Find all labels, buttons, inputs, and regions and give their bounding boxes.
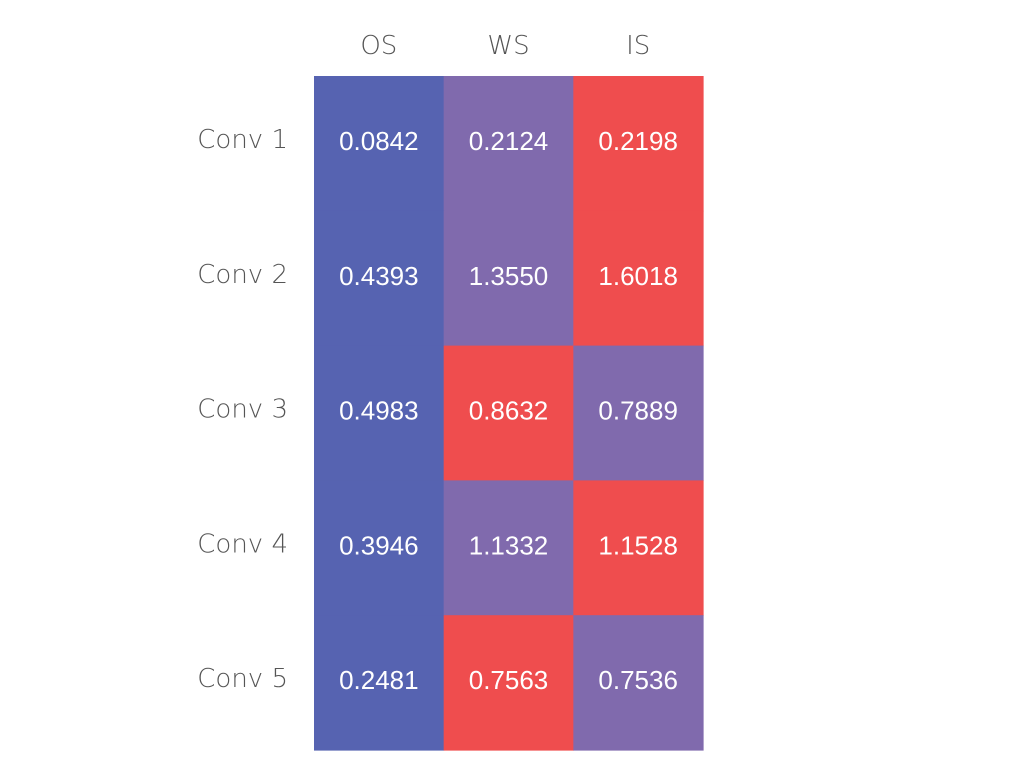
cell-value-label: 1.1332 xyxy=(469,530,549,560)
heatmap-cell xyxy=(314,345,445,481)
cell-value-label: 0.2124 xyxy=(469,126,549,156)
column-label-ws: WS xyxy=(487,31,529,61)
heatmap-cell xyxy=(443,345,574,481)
cell-value-label: 1.1528 xyxy=(598,530,678,560)
heatmap-cell xyxy=(573,345,704,481)
row-labels: Conv 1 Conv 2 Conv 3 Conv 4 Conv 5 xyxy=(197,125,288,694)
heatmap-cells xyxy=(314,76,704,751)
cell-value-label: 0.2481 xyxy=(339,665,419,695)
column-label-is: IS xyxy=(626,31,650,61)
heatmap-cell xyxy=(573,615,704,751)
column-labels: OS WS IS xyxy=(360,31,650,61)
heatmap-cell-labels: 0.0842 0.2124 0.2198 0.4393 1.3550 1.6018 0.49… xyxy=(339,126,678,695)
cell-value-label: 0.8632 xyxy=(469,396,549,426)
cell-value-label: 1.3550 xyxy=(469,261,549,291)
cell-value-label: 0.0842 xyxy=(339,126,419,156)
heatmap-cell xyxy=(443,480,574,616)
cell-value-label: 0.7563 xyxy=(469,665,549,695)
heatmap-cell xyxy=(573,76,704,212)
cell-value-label: 0.4393 xyxy=(339,261,419,291)
row-label-4: Conv 4 xyxy=(197,529,288,559)
heatmap-cell xyxy=(443,615,574,751)
row-label-2: Conv 2 xyxy=(197,260,288,290)
cell-value-label: 0.7889 xyxy=(598,396,678,426)
heatmap-cell xyxy=(443,210,574,347)
row-label-3: Conv 3 xyxy=(197,395,288,425)
cell-value-label: 0.3946 xyxy=(339,530,419,560)
heatmap-cell xyxy=(573,210,704,347)
heatmap-cell xyxy=(314,480,445,616)
cell-value-label: 0.4983 xyxy=(339,396,419,426)
column-label-os: OS xyxy=(360,31,397,61)
heatmap-cell xyxy=(314,76,445,212)
heatmap-cell xyxy=(573,480,704,616)
row-label-5: Conv 5 xyxy=(197,664,288,694)
cell-value-label: 0.2198 xyxy=(598,126,678,156)
row-label-1: Conv 1 xyxy=(197,125,288,155)
heatmap-cell xyxy=(314,210,445,347)
heatmap-cell xyxy=(443,76,574,212)
heatmap-cell xyxy=(314,615,445,751)
cell-value-label: 0.7536 xyxy=(598,665,678,695)
cell-value-label: 1.6018 xyxy=(598,261,678,291)
